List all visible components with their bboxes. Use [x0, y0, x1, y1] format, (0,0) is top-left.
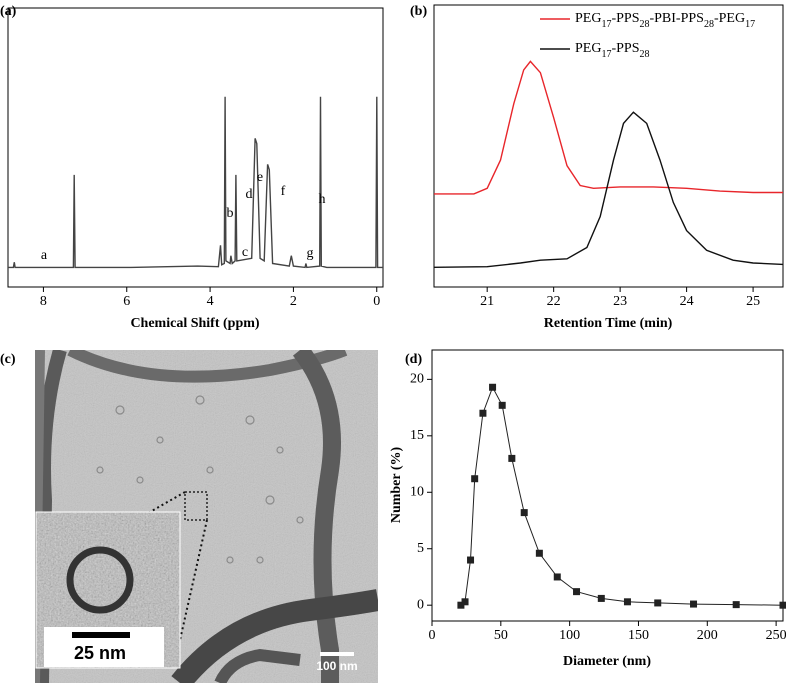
marker [479, 409, 487, 417]
x-axis-label: Diameter (nm) [563, 654, 651, 669]
peak-label: g [307, 246, 314, 261]
data-line [433, 111, 784, 268]
peak-label: f [281, 184, 286, 199]
panel-label: (c) [0, 352, 16, 367]
peak-label: c [242, 245, 248, 260]
peak-label: h [319, 192, 326, 207]
y-tick-label: 5 [417, 541, 424, 556]
inset-scale-label: 25 nm [74, 643, 126, 663]
data-line [460, 386, 784, 606]
x-tick-label: 22 [547, 294, 561, 309]
y-tick-label: 15 [410, 428, 424, 443]
marker [573, 588, 581, 596]
panel-label: (a) [0, 4, 17, 19]
marker [553, 573, 561, 581]
x-tick-label: 50 [494, 628, 508, 643]
marker [732, 601, 740, 609]
y-axis-label: Number (%) [389, 446, 404, 523]
x-tick-label: 150 [628, 628, 649, 643]
x-tick-label: 8 [40, 294, 47, 309]
marker [508, 454, 516, 462]
plot-frame [431, 349, 784, 622]
panel-label: (b) [410, 4, 427, 19]
scale-label: 100 nm [316, 659, 357, 673]
micrograph: 25 nm 100 nm [35, 350, 378, 683]
marker [457, 601, 465, 609]
marker [779, 601, 786, 609]
x-tick-label: 4 [207, 294, 214, 309]
marker [520, 509, 528, 517]
marker [654, 599, 662, 607]
panel-label: (d) [405, 352, 422, 367]
peak-label: e [257, 170, 263, 185]
x-axis-label: Chemical Shift (ppm) [130, 316, 259, 331]
y-tick-label: 10 [410, 484, 424, 499]
marker [471, 475, 479, 483]
x-tick-label: 23 [613, 294, 627, 309]
marker [623, 598, 631, 606]
x-tick-label: 0 [373, 294, 380, 309]
legend-label: PEG17-PPS28 [575, 41, 649, 60]
x-tick-label: 200 [697, 628, 718, 643]
data-line [8, 96, 383, 269]
plot-frame [433, 4, 784, 288]
x-tick-label: 6 [123, 294, 130, 309]
y-tick-label: 20 [410, 372, 424, 387]
marker [535, 549, 543, 557]
x-tick-label: 24 [680, 294, 694, 309]
peak-label: b [227, 206, 234, 221]
y-tick-label: 0 [417, 597, 424, 612]
marker [461, 598, 469, 606]
peak-label: a [41, 248, 48, 263]
plot-frame [7, 7, 384, 288]
x-tick-label: 100 [559, 628, 580, 643]
marker [690, 600, 698, 608]
x-axis-label: Retention Time (min) [544, 316, 673, 331]
marker [597, 594, 605, 602]
marker [489, 383, 497, 391]
data-line [434, 60, 783, 195]
x-tick-label: 250 [766, 628, 786, 643]
x-tick-label: 2 [290, 294, 297, 309]
x-tick-label: 21 [480, 294, 494, 309]
marker [498, 401, 506, 409]
peak-label: d [246, 187, 253, 202]
x-tick-label: 25 [746, 294, 760, 309]
x-tick-label: 0 [429, 628, 436, 643]
marker [467, 556, 475, 564]
legend-label: PEG17-PPS28-PBI-PPS28-PEG17 [575, 11, 755, 30]
